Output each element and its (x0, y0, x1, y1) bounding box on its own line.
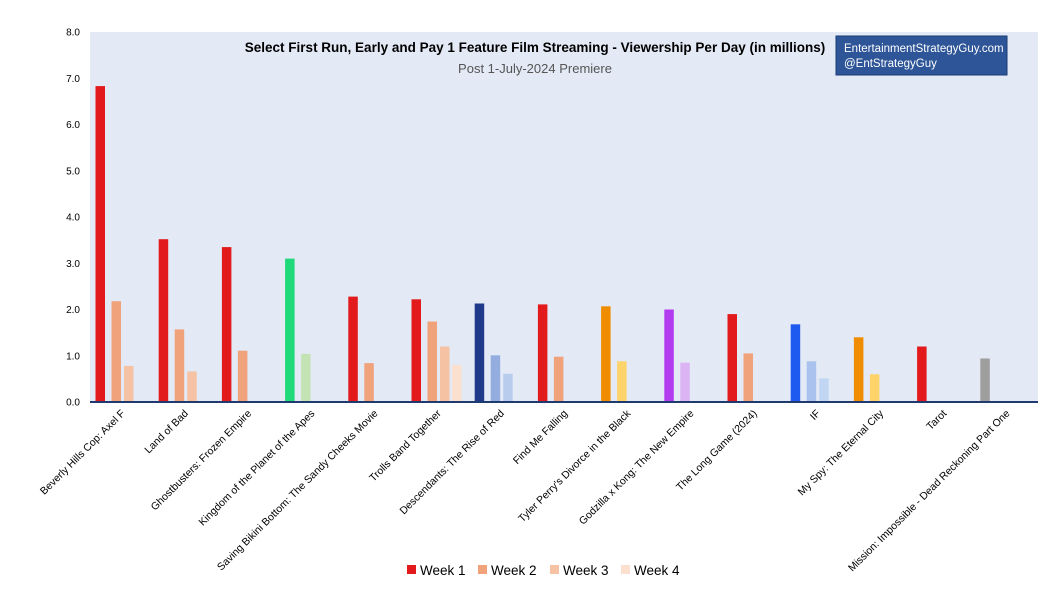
bar-series-group (95, 86, 990, 403)
bar-4-5 (452, 365, 462, 402)
bar-1-9 (664, 309, 674, 402)
bar-2-11 (806, 361, 817, 402)
bar-2-10 (743, 353, 753, 402)
x-tick-label: Descendants: The Rise of Red (397, 408, 507, 518)
bar-3-11 (819, 378, 829, 402)
brand-box-background (835, 35, 1008, 76)
x-tick-label: Beverly Hills Cop: Axel F (38, 408, 128, 498)
brand-handle: @EntStrategyGuy (844, 58, 937, 70)
x-tick-label: Kingdom of the Planet of the Apes (197, 408, 318, 529)
x-tick-label: Tyler Perry's Divorce in the Black (516, 407, 634, 525)
bar-3-6 (503, 373, 513, 402)
x-tick-label: Find Me Falling (511, 408, 570, 467)
x-tick-label: My Spy: The Eternal City (796, 407, 887, 498)
bar-1-4 (348, 296, 358, 402)
bar-1-1 (158, 239, 169, 402)
bar-2-2 (237, 350, 248, 402)
x-tick-label: Land of Bad (142, 408, 191, 457)
legend-swatch (407, 565, 416, 574)
chart-title: Select First Run, Early and Pay 1 Featur… (245, 40, 825, 55)
bar-1-11 (790, 324, 801, 402)
bar-1-2 (221, 247, 232, 402)
y-tick-label: 8.0 (66, 28, 80, 39)
bar-1-13 (917, 346, 927, 402)
bar-2-4 (364, 363, 374, 402)
x-axis-labels: Beverly Hills Cop: Axel F Land of BadGhos… (38, 407, 1013, 574)
bar-2-5 (427, 321, 437, 402)
legend-label: Week 2 (491, 563, 537, 578)
bar-2-1 (174, 329, 185, 402)
brand-box: EntertainmentStrategyGuy.com @EntStrateg… (835, 35, 1008, 76)
y-tick-label: 2.0 (66, 305, 80, 316)
plot-area (90, 32, 1038, 402)
bar-3-0 (124, 365, 134, 402)
x-tick-label: Tarot (924, 408, 949, 433)
bar-2-6 (490, 355, 501, 402)
bar-1-12 (853, 337, 864, 403)
legend-swatch (550, 565, 559, 574)
bar-1-6 (474, 303, 485, 402)
y-tick-label: 7.0 (66, 74, 80, 85)
bar-2-9 (680, 362, 690, 402)
brand-website: EntertainmentStrategyGuy.com (844, 43, 1004, 55)
legend-label: Week 3 (563, 563, 609, 578)
bar-1-3 (285, 258, 295, 402)
bar-2-7 (553, 356, 564, 402)
y-tick-label: 1.0 (66, 351, 80, 362)
x-tick-label: Mission: Impossible - Dead Reckoning Par… (846, 408, 1013, 575)
x-tick-label: Godzilla x Kong: The New Empire (577, 408, 697, 528)
bar-2-3 (301, 353, 311, 402)
legend-label: Week 4 (634, 563, 680, 578)
y-axis: 0.0 1.0 2.0 3.0 4.0 5.0 6.0 7.0 8.0 (66, 28, 80, 409)
y-tick-label: 0.0 (66, 398, 80, 409)
bar-2-0 (111, 301, 121, 402)
bar-1-14 (980, 358, 990, 402)
bar-2-12 (869, 374, 880, 403)
x-tick-label: IF (808, 408, 823, 423)
legend-swatch (478, 565, 487, 574)
x-tick-label: Ghostbusters: Frozen Empire (149, 408, 255, 514)
bar-1-7 (537, 304, 548, 402)
bar-1-8 (601, 306, 611, 402)
legend-swatch (621, 565, 630, 574)
y-tick-label: 5.0 (66, 166, 80, 177)
chart-subtitle: Post 1-July-2024 Premiere (458, 61, 612, 76)
bar-3-5 (440, 346, 450, 402)
bar-1-5 (411, 299, 421, 402)
bar-1-0 (95, 86, 105, 402)
bar-2-8 (617, 361, 627, 402)
y-tick-label: 6.0 (66, 120, 80, 131)
y-tick-label: 4.0 (66, 213, 80, 224)
legend: Week 1 Week 2 Week 3 Week 4 (407, 563, 680, 578)
bar-1-10 (727, 314, 737, 402)
legend-label: Week 1 (420, 563, 466, 578)
bar-3-1 (187, 371, 197, 402)
y-tick-label: 3.0 (66, 259, 80, 270)
